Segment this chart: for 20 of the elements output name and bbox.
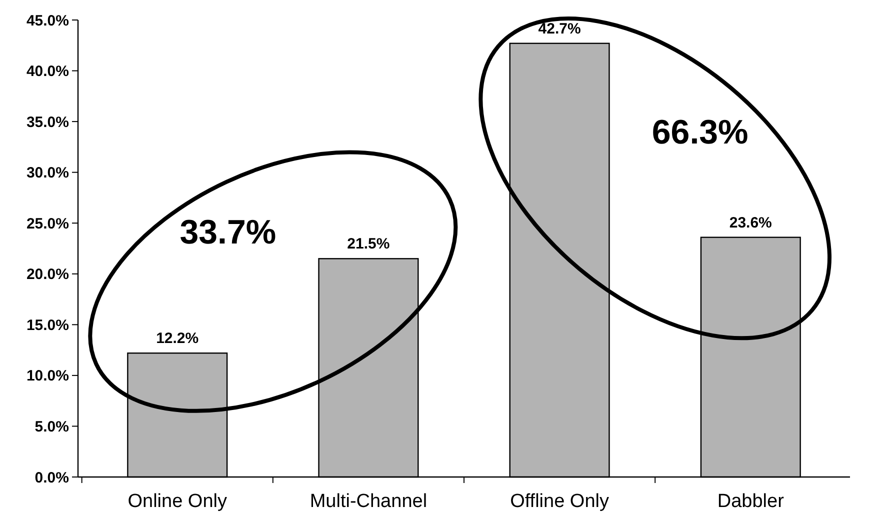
data-label: 23.6%	[729, 214, 772, 232]
data-label: 42.7%	[538, 20, 581, 38]
y-tick-label: 0.0%	[34, 469, 69, 486]
x-tick-label: Dabbler	[717, 491, 785, 512]
x-tick-label: Online Only	[128, 491, 228, 512]
y-tick-label: 10.0%	[26, 368, 69, 385]
y-tick-label: 45.0%	[26, 12, 69, 30]
annotation: 66.3%	[652, 113, 748, 152]
y-tick-label: 35.0%	[26, 114, 69, 131]
x-tick-label: Offline Only	[510, 491, 610, 512]
data-label: 12.2%	[156, 330, 199, 348]
data-label: 21.5%	[347, 236, 390, 253]
y-tick-label: 25.0%	[26, 215, 69, 232]
annotation: 33.7%	[180, 214, 276, 252]
y-tick-label: 15.0%	[26, 316, 69, 334]
y-tick-label: 40.0%	[26, 63, 69, 80]
y-tick-label: 30.0%	[26, 164, 69, 182]
y-tick-label: 20.0%	[26, 266, 69, 284]
y-tick-label: 5.0%	[34, 418, 69, 436]
x-tick-label: Multi-Channel	[310, 491, 428, 512]
